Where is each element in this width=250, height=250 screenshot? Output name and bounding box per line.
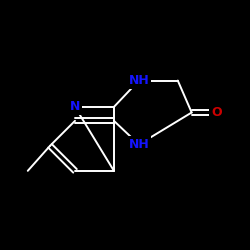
Text: NH: NH: [128, 138, 149, 151]
Text: NH: NH: [128, 74, 149, 87]
Text: N: N: [70, 100, 80, 114]
Text: O: O: [211, 106, 222, 119]
